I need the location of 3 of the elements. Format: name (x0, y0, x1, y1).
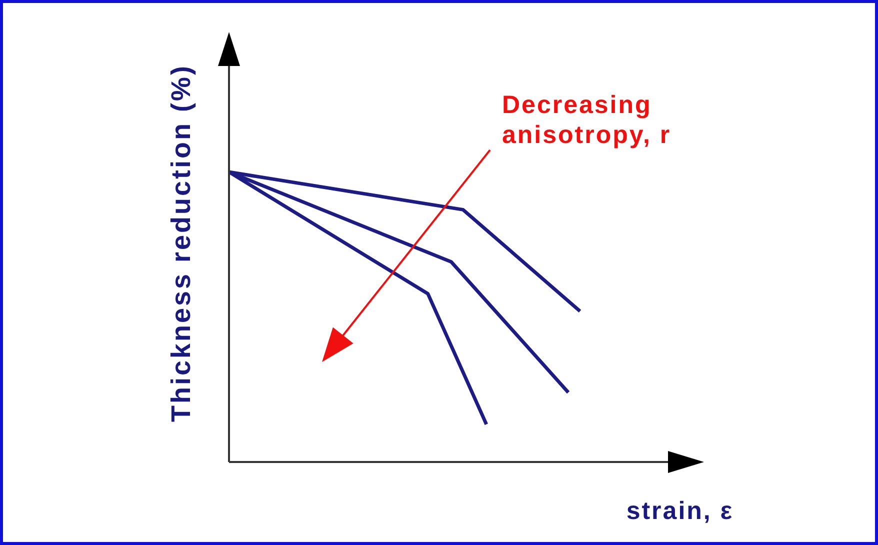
x-axis-title: strain, ε (625, 497, 735, 526)
y-axis-title: Thickness reduction (%) (165, 62, 197, 424)
text: Decreasing anisotropy, r (502, 90, 672, 150)
